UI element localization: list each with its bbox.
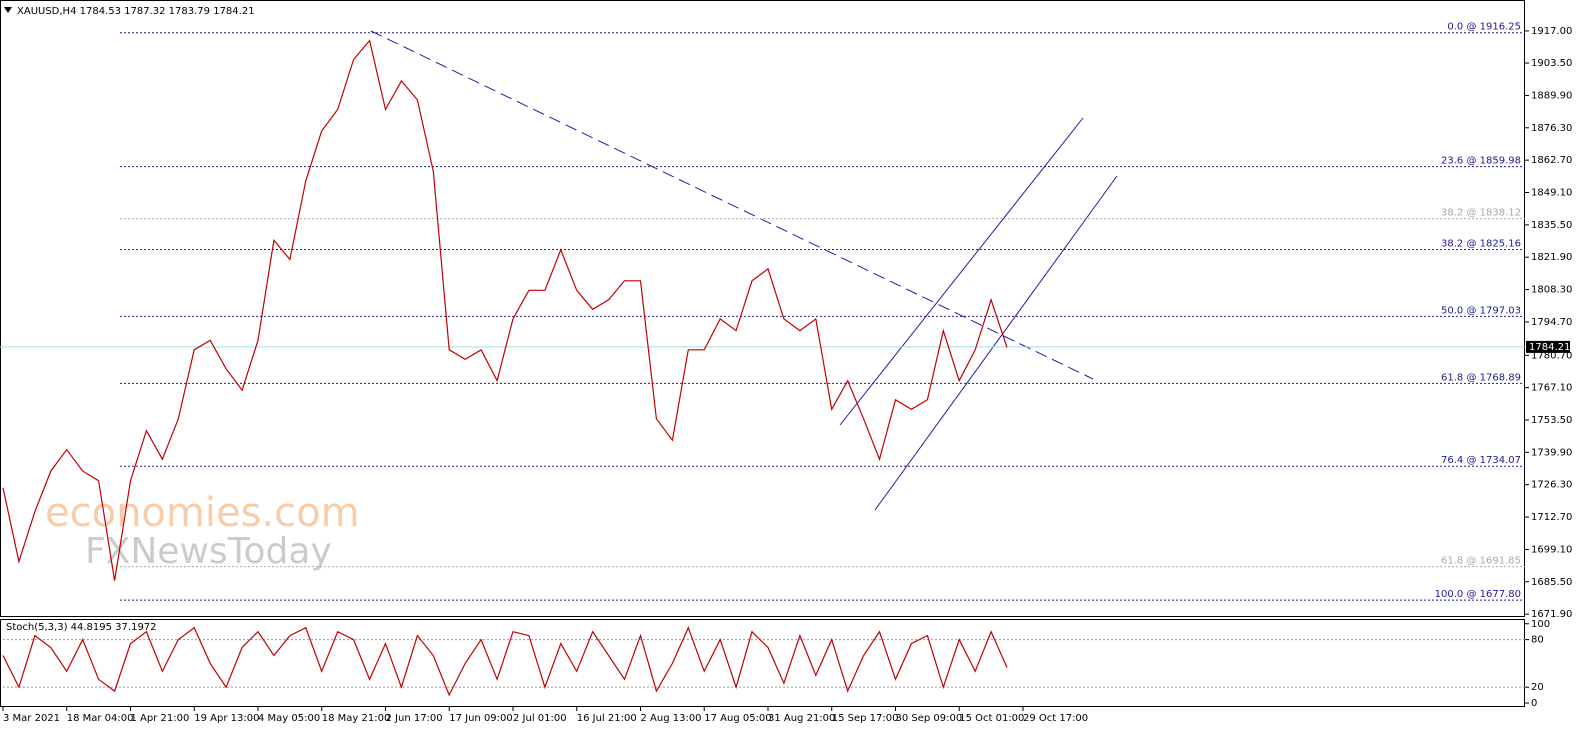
x-tick-label: 16 Jul 21:00 <box>577 713 637 724</box>
menu-icon[interactable] <box>4 7 12 13</box>
y-tick-label: 1753.50 <box>1531 415 1572 426</box>
x-tick-label: 19 Apr 13:00 <box>194 713 259 724</box>
x-tick-label: 18 May 21:00 <box>322 713 391 724</box>
y-tick-label: 1835.50 <box>1531 220 1572 231</box>
channel-line <box>839 117 1084 426</box>
x-tick-label: 15 Sep 17:00 <box>832 713 899 724</box>
y-tick-label: 1794.70 <box>1531 317 1572 328</box>
x-tick-label: 31 Aug 21:00 <box>768 713 835 724</box>
panel-title: Stoch(5,3,3) 44.8195 37.1972 <box>6 622 157 633</box>
x-tick-label: 29 Oct 17:00 <box>1023 713 1088 724</box>
y-tick-label: 1685.50 <box>1531 577 1572 588</box>
x-tick-label: 3 Mar 2021 <box>3 713 60 724</box>
stoch-panel-frame <box>0 619 1525 707</box>
y-tick-label: 1876.30 <box>1531 123 1572 134</box>
y-tick-label: 1739.90 <box>1531 447 1572 458</box>
last-price-label: 1784.21 <box>1529 342 1570 353</box>
level-label: 38.2 @ 1838.12 <box>1441 208 1521 219</box>
y-tick-label: 1917.00 <box>1531 26 1572 37</box>
y-tick-label: 1699.10 <box>1531 544 1572 555</box>
channel-line <box>874 175 1118 511</box>
y-tick-label: 100 <box>1531 619 1550 630</box>
y-tick-label: 1849.10 <box>1531 188 1572 199</box>
last-price-box <box>1526 340 1570 353</box>
price-line <box>2 39 1008 581</box>
level-label: 50.0 @ 1797.03 <box>1441 305 1521 316</box>
x-tick-label: 2 Jul 01:00 <box>513 713 567 724</box>
level-label: 0.0 @ 1916.25 <box>1447 22 1521 33</box>
level-label: 61.8 @ 1768.89 <box>1441 372 1521 383</box>
x-tick-label: 17 Aug 05:00 <box>704 713 771 724</box>
x-tick-label: 30 Sep 09:00 <box>895 713 962 724</box>
y-tick-label: 0 <box>1531 698 1537 709</box>
main-panel-frame <box>0 0 1525 617</box>
watermark: FXNewsToday <box>85 531 332 572</box>
level-label: 23.6 @ 1859.98 <box>1441 156 1521 167</box>
y-tick-label: 20 <box>1531 682 1544 693</box>
x-tick-label: 2 Jun 17:00 <box>385 713 442 724</box>
x-tick-label: 2 Aug 13:00 <box>640 713 701 724</box>
y-tick-label: 1903.50 <box>1531 58 1572 69</box>
y-tick-label: 1862.70 <box>1531 155 1572 166</box>
level-label: 76.4 @ 1734.07 <box>1441 455 1521 466</box>
y-tick-label: 1780.70 <box>1531 350 1572 361</box>
y-tick-label: 1767.10 <box>1531 383 1572 394</box>
trend-line <box>370 30 1094 380</box>
x-tick-label: 15 Oct 01:00 <box>959 713 1024 724</box>
level-label: 61.8 @ 1691.85 <box>1441 556 1521 567</box>
y-tick-label: 80 <box>1531 635 1544 646</box>
symbol-header: XAUUSD,H4 1784.53 1787.32 1783.79 1784.2… <box>17 6 255 17</box>
y-tick-label: 1889.90 <box>1531 90 1572 101</box>
y-tick-label: 1726.30 <box>1531 480 1572 491</box>
x-tick-label: 1 Apr 21:00 <box>130 713 189 724</box>
y-tick-label: 1712.70 <box>1531 512 1572 523</box>
level-label: 38.2 @ 1825.16 <box>1441 238 1521 249</box>
level-label: 100.0 @ 1677.80 <box>1435 589 1521 600</box>
x-tick-label: 17 Jun 09:00 <box>449 713 513 724</box>
y-tick-label: 1808.30 <box>1531 285 1572 296</box>
y-tick-label: 1671.90 <box>1531 609 1572 620</box>
x-tick-label: 4 May 05:00 <box>258 713 320 724</box>
x-tick-label: 18 Mar 04:00 <box>67 713 134 724</box>
watermark: economies.com <box>45 490 360 536</box>
y-tick-label: 1821.90 <box>1531 252 1572 263</box>
price-line <box>2 626 1008 697</box>
